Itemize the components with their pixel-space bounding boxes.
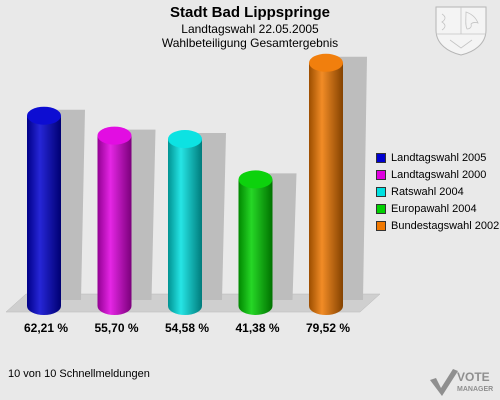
legend-swatch [376, 220, 386, 231]
legend: Landtagswahl 2005 Landtagswahl 2000 Ratswa… [376, 149, 499, 234]
bar-cap [27, 106, 61, 125]
chart-title: Stadt Bad Lippspringe [169, 4, 330, 21]
value-label: 55,70 % [94, 321, 138, 335]
chart-header: Stadt Bad Lippspringe Landtagswahl 22.05… [0, 4, 500, 50]
coat-of-arms-icon [435, 6, 487, 56]
vote-manager-logo: VOTE MANAGER [430, 369, 493, 396]
legend-label: Landtagswahl 2000 [391, 168, 487, 181]
bar-cap [168, 130, 202, 149]
bar [27, 115, 61, 315]
legend-item: Bundestagswahl 2002 [376, 217, 499, 234]
legend-swatch [376, 186, 386, 197]
bar-cap [238, 170, 273, 189]
bar [168, 139, 202, 315]
bars [27, 53, 343, 315]
value-label: 79,52 % [306, 321, 350, 335]
legend-item: Landtagswahl 2000 [376, 166, 499, 183]
bar [238, 179, 273, 315]
legend-label: Europawahl 2004 [391, 202, 477, 215]
bar [309, 62, 343, 315]
legend-swatch [376, 169, 386, 180]
bar-cap [97, 126, 132, 145]
legend-label: Landtagswahl 2005 [391, 151, 487, 164]
bar [97, 135, 132, 315]
legend-item: Ratswahl 2004 [376, 183, 499, 200]
legend-item: Europawahl 2004 [376, 200, 499, 217]
value-labels: 62,21 % 55,70 % 54,58 % 41,38 % 79,52 % [24, 321, 350, 335]
logo-line-1: VOTE [457, 370, 490, 384]
value-label: 41,38 % [235, 321, 279, 335]
chart-subtitle: Landtagswahl 22.05.2005 [181, 22, 319, 36]
bar-cap [309, 53, 343, 72]
legend-swatch [376, 203, 386, 214]
chart-subtitle-2: Wahlbeteiligung Gesamtergebnis [161, 36, 339, 50]
footer-status: 10 von 10 Schnellmeldungen [8, 368, 150, 380]
logo-line-2: MANAGER [457, 386, 493, 393]
value-label: 54,58 % [165, 321, 209, 335]
checkmark-icon [430, 369, 458, 396]
legend-swatch [376, 152, 386, 163]
value-label: 62,21 % [24, 321, 68, 335]
legend-label: Bundestagswahl 2002 [391, 219, 500, 232]
legend-item: Landtagswahl 2005 [376, 149, 499, 166]
legend-label: Ratswahl 2004 [391, 185, 464, 198]
